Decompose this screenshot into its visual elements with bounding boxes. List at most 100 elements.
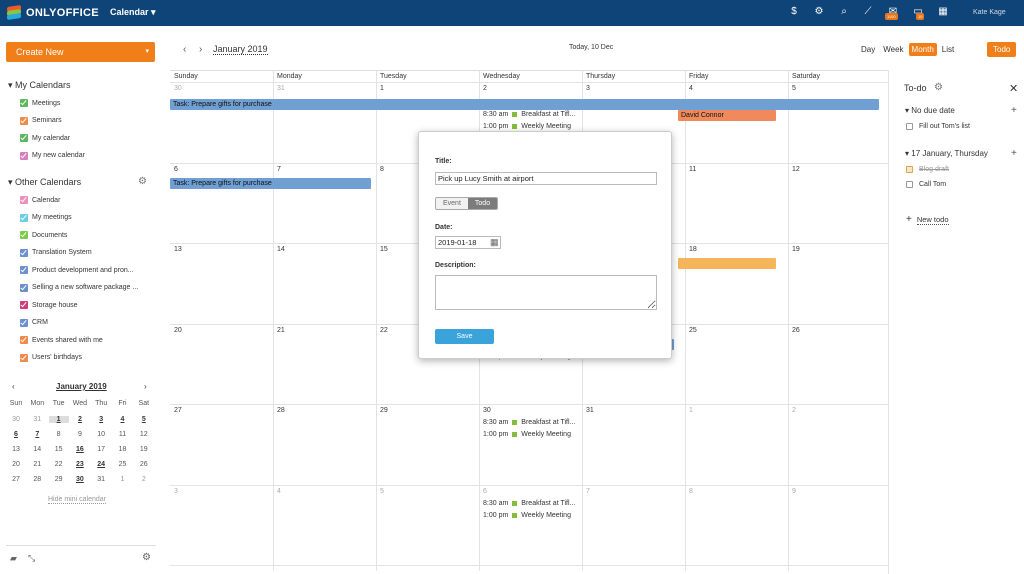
mini-calendar-title[interactable]: January 2019 [56, 382, 107, 391]
task-event-bar[interactable]: Task: Prepare gifts for purchase [170, 99, 879, 110]
day-number[interactable]: 28 [277, 407, 285, 414]
todo-item[interactable]: Blog draft [906, 166, 949, 173]
mini-day[interactable]: 5 [141, 416, 146, 423]
day-number[interactable]: 31 [277, 85, 285, 92]
mail-icon[interactable]: ✉ [888, 6, 898, 17]
checkbox-icon[interactable] [20, 134, 28, 142]
mini-day[interactable]: 20 [12, 461, 20, 468]
user-menu[interactable]: Kate Kage [973, 9, 1006, 16]
event-bar[interactable] [678, 258, 776, 269]
checkbox-icon[interactable] [20, 213, 28, 222]
mini-day[interactable]: 3 [99, 416, 104, 423]
other-calendar-item[interactable]: Events shared with me [20, 334, 150, 346]
create-new-button[interactable]: Create New ▾ [6, 42, 155, 62]
day-number[interactable]: 26 [792, 326, 800, 334]
date-input[interactable] [435, 236, 501, 249]
dollar-icon[interactable]: $ [791, 6, 797, 17]
mini-day[interactable]: 28 [33, 476, 42, 483]
mini-day[interactable]: 9 [77, 431, 82, 438]
mini-day[interactable]: 4 [120, 416, 125, 423]
day-number[interactable]: 4 [277, 487, 281, 495]
mini-day[interactable]: 31 [97, 476, 106, 483]
day-number[interactable]: 14 [277, 246, 285, 253]
calendar-icon[interactable]: ▦ [938, 6, 948, 17]
mini-prev-button[interactable]: ‹ [12, 382, 15, 391]
day-number[interactable]: 1 [689, 407, 693, 414]
collapse-icon[interactable]: ⤡ [28, 553, 36, 563]
mini-day[interactable]: 19 [139, 446, 148, 453]
view-month-button[interactable]: Month [908, 43, 937, 56]
mini-day[interactable]: 18 [118, 446, 127, 453]
day-number[interactable]: 8 [380, 165, 384, 173]
mini-day[interactable]: 1 [48, 416, 69, 423]
checkbox-icon[interactable] [20, 231, 28, 239]
month-title[interactable]: January 2019 [213, 44, 268, 55]
mini-day[interactable]: 22 [54, 461, 63, 468]
mini-day[interactable]: 14 [33, 446, 42, 453]
day-number[interactable]: 3 [586, 85, 590, 92]
day-number[interactable]: 3 [174, 487, 178, 495]
mini-day[interactable]: 11 [118, 431, 127, 438]
new-todo-link[interactable]: + New todo [906, 214, 949, 225]
other-calendar-item[interactable]: My meetings [20, 212, 150, 224]
mini-day[interactable]: 7 [35, 431, 40, 438]
view-week-button[interactable]: Week [883, 45, 904, 54]
other-calendar-item[interactable]: Documents [20, 229, 150, 241]
todo-checkbox-checked[interactable] [906, 166, 913, 173]
mini-day[interactable]: 8 [56, 431, 61, 438]
other-calendars-header[interactable]: ▾ Other Calendars [8, 177, 82, 187]
calendar-picker-icon[interactable]: ▦ [490, 237, 499, 247]
event-item[interactable]: 8:30 am Breakfast at Tifl... [483, 500, 575, 507]
mini-day[interactable]: 27 [12, 476, 20, 483]
day-number[interactable]: 29 [380, 407, 388, 414]
day-number[interactable]: 6 [174, 165, 178, 173]
event-item[interactable]: 1:00 pm Weekly Meeting [483, 123, 571, 130]
mini-day[interactable]: 17 [97, 446, 106, 453]
checkbox-icon[interactable] [20, 318, 28, 327]
add-todo-icon[interactable]: + [1011, 105, 1017, 116]
mini-day[interactable]: 31 [33, 416, 42, 423]
day-number[interactable]: 12 [792, 165, 800, 173]
next-month-button[interactable]: › [199, 44, 203, 55]
description-textarea[interactable] [435, 275, 657, 310]
mini-day[interactable]: 23 [75, 461, 84, 468]
event-option[interactable]: Event [436, 198, 468, 209]
checkbox-icon[interactable] [20, 301, 28, 309]
other-calendar-item[interactable]: Selling a new software package ... [20, 282, 150, 294]
checkbox-icon[interactable] [20, 353, 28, 362]
checkbox-icon[interactable] [20, 196, 28, 204]
todo-item[interactable]: Fill out Tom's list [906, 123, 970, 130]
day-number[interactable]: 11 [689, 165, 697, 173]
save-button[interactable]: Save [435, 329, 494, 344]
day-number[interactable]: 15 [380, 246, 388, 253]
checkbox-icon[interactable] [20, 99, 28, 107]
day-number[interactable]: 4 [689, 85, 693, 92]
gear-icon[interactable]: ⚙ [138, 176, 147, 187]
checkbox-icon[interactable] [20, 266, 28, 274]
todo-group-no-due[interactable]: ▾ No due date [905, 106, 955, 115]
chat-icon[interactable]: ▰ [10, 553, 17, 563]
task-event-bar[interactable]: Task: Prepare gifts for purchase [170, 177, 371, 189]
checkbox-icon[interactable] [20, 336, 28, 344]
todo-checkbox[interactable] [906, 123, 913, 130]
mini-day[interactable]: 30 [12, 416, 20, 423]
mini-day[interactable]: 16 [75, 446, 84, 453]
checkbox-icon[interactable] [20, 116, 28, 125]
feed-icon[interactable]: ⟋ [864, 6, 872, 17]
other-calendar-item[interactable]: Product development and pron... [20, 264, 150, 276]
my-calendars-header[interactable]: ▾ My Calendars [8, 80, 71, 90]
day-number[interactable]: 27 [174, 407, 182, 414]
checkbox-icon[interactable] [20, 283, 28, 292]
mini-day[interactable]: 6 [14, 431, 18, 438]
gear-icon[interactable]: ⚙ [142, 552, 151, 563]
day-number[interactable]: 30 [483, 407, 491, 414]
day-number[interactable]: 20 [174, 326, 182, 334]
event-item[interactable]: 1:00 pm Weekly Meeting [483, 431, 571, 438]
mini-day[interactable]: 15 [54, 446, 63, 453]
todo-item[interactable]: Call Tom [906, 181, 946, 188]
day-number[interactable]: 7 [586, 487, 590, 495]
mini-day[interactable]: 2 [141, 476, 146, 483]
hide-mini-calendar-link[interactable]: Hide mini calendar [48, 496, 106, 504]
mini-day[interactable]: 25 [118, 461, 127, 468]
event-item[interactable]: 8:30 am Breakfast at Tifl... [483, 111, 575, 118]
